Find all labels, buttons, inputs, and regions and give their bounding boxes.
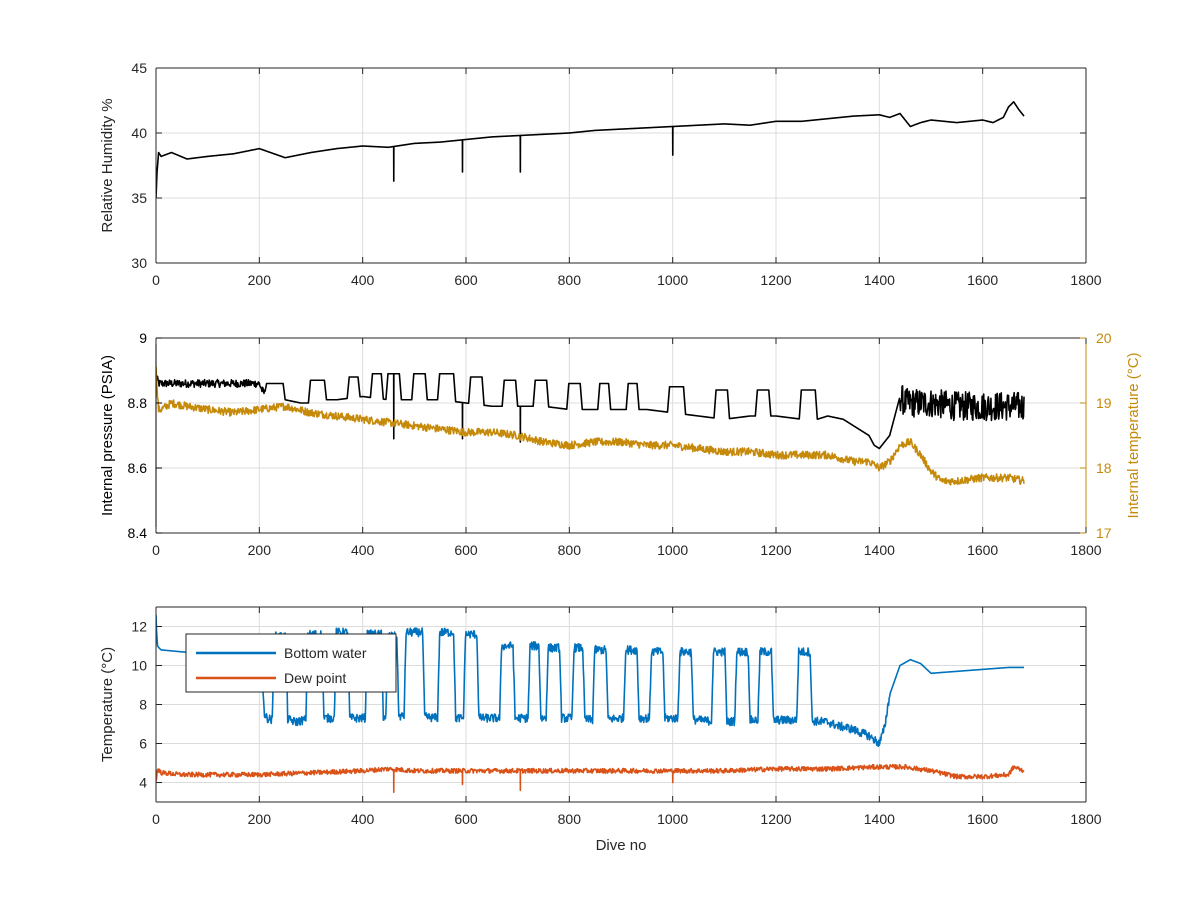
x-tick-label: 1200 <box>760 811 791 827</box>
y-tick-label: 9 <box>139 330 147 346</box>
x-tick-label: 800 <box>558 811 582 827</box>
x-tick-label: 1000 <box>657 811 688 827</box>
y-tick-label: 8.4 <box>128 525 148 541</box>
y-tick-label: 35 <box>131 190 147 206</box>
x-tick-label: 0 <box>152 272 160 288</box>
x-tick-label: 400 <box>351 272 375 288</box>
x-tick-label: 600 <box>454 542 478 558</box>
x-tick-label: 1000 <box>657 272 688 288</box>
x-tick-label: 1600 <box>967 811 998 827</box>
x-tick-label: 600 <box>454 811 478 827</box>
y-axis-label: Relative Humidity % <box>99 98 116 232</box>
y-tick-label: 40 <box>131 125 147 141</box>
x-tick-label: 1800 <box>1070 811 1101 827</box>
y-axis-label: Internal pressure (PSIA) <box>99 355 116 516</box>
x-tick-label: 600 <box>454 272 478 288</box>
series-line-dew-point <box>156 763 1025 794</box>
y-tick-label-right: 18 <box>1096 460 1112 476</box>
legend-label: Bottom water <box>284 645 367 661</box>
x-tick-label: 1400 <box>864 811 895 827</box>
legend-box <box>185 633 397 693</box>
x-tick-label: 1000 <box>657 542 688 558</box>
x-tick-label: 200 <box>248 811 272 827</box>
x-axis-label: Dive no <box>596 837 647 854</box>
y-tick-label: 6 <box>139 736 147 752</box>
x-tick-label: 1200 <box>760 542 791 558</box>
series-line-main <box>156 101 1025 199</box>
y-tick-label: 12 <box>131 619 147 635</box>
y-tick-label: 10 <box>131 658 147 674</box>
x-tick-label: 200 <box>248 542 272 558</box>
x-tick-label: 1400 <box>864 272 895 288</box>
x-tick-label: 1600 <box>967 272 998 288</box>
series-line-left <box>156 372 1025 450</box>
y-axis-label: Temperature (°C) <box>99 647 116 762</box>
x-tick-label: 0 <box>152 811 160 827</box>
plot-area <box>156 338 1086 533</box>
x-tick-label: 0 <box>152 542 160 558</box>
plot-area <box>156 68 1086 263</box>
legend: Bottom water Dew point <box>185 633 397 693</box>
x-tick-label: 800 <box>558 272 582 288</box>
y-tick-label-right: 19 <box>1096 395 1112 411</box>
x-tick-label: 1200 <box>760 272 791 288</box>
y-tick-label: 4 <box>139 775 147 791</box>
x-tick-label: 1800 <box>1070 272 1101 288</box>
y-tick-label: 8.8 <box>128 395 148 411</box>
x-tick-label: 800 <box>558 542 582 558</box>
y-tick-label: 8.6 <box>128 460 148 476</box>
humidity-plot: 0 200 400 600 800 1000 1200 1400 1600 1800 30 35 40 4… <box>99 60 1102 288</box>
y-tick-label-right: 20 <box>1096 330 1112 346</box>
y-axis-label-right: Internal temperature (°C) <box>1125 352 1142 518</box>
x-tick-label: 1800 <box>1070 542 1101 558</box>
y-tick-label: 8 <box>139 697 147 713</box>
pressure-temperature-plot: 0 200 400 600 800 1000 1200 1400 1600 1800 8.4 8.6 8… <box>99 330 1142 558</box>
x-tick-label: 400 <box>351 542 375 558</box>
x-tick-label: 1600 <box>967 542 998 558</box>
x-tick-label: 200 <box>248 272 272 288</box>
temperature-plot: 0 200 400 600 800 1000 1200 1400 1600 1800 4 6 8 10 12… <box>99 606 1102 854</box>
y-tick-label-right: 17 <box>1096 525 1112 541</box>
y-tick-label: 45 <box>131 60 147 76</box>
x-tick-label: 400 <box>351 811 375 827</box>
series-line-bottom-water <box>156 614 1025 748</box>
series-line-right <box>156 366 1025 486</box>
legend-label: Dew point <box>284 670 346 686</box>
x-tick-label: 1400 <box>864 542 895 558</box>
y-tick-label: 30 <box>131 255 147 271</box>
